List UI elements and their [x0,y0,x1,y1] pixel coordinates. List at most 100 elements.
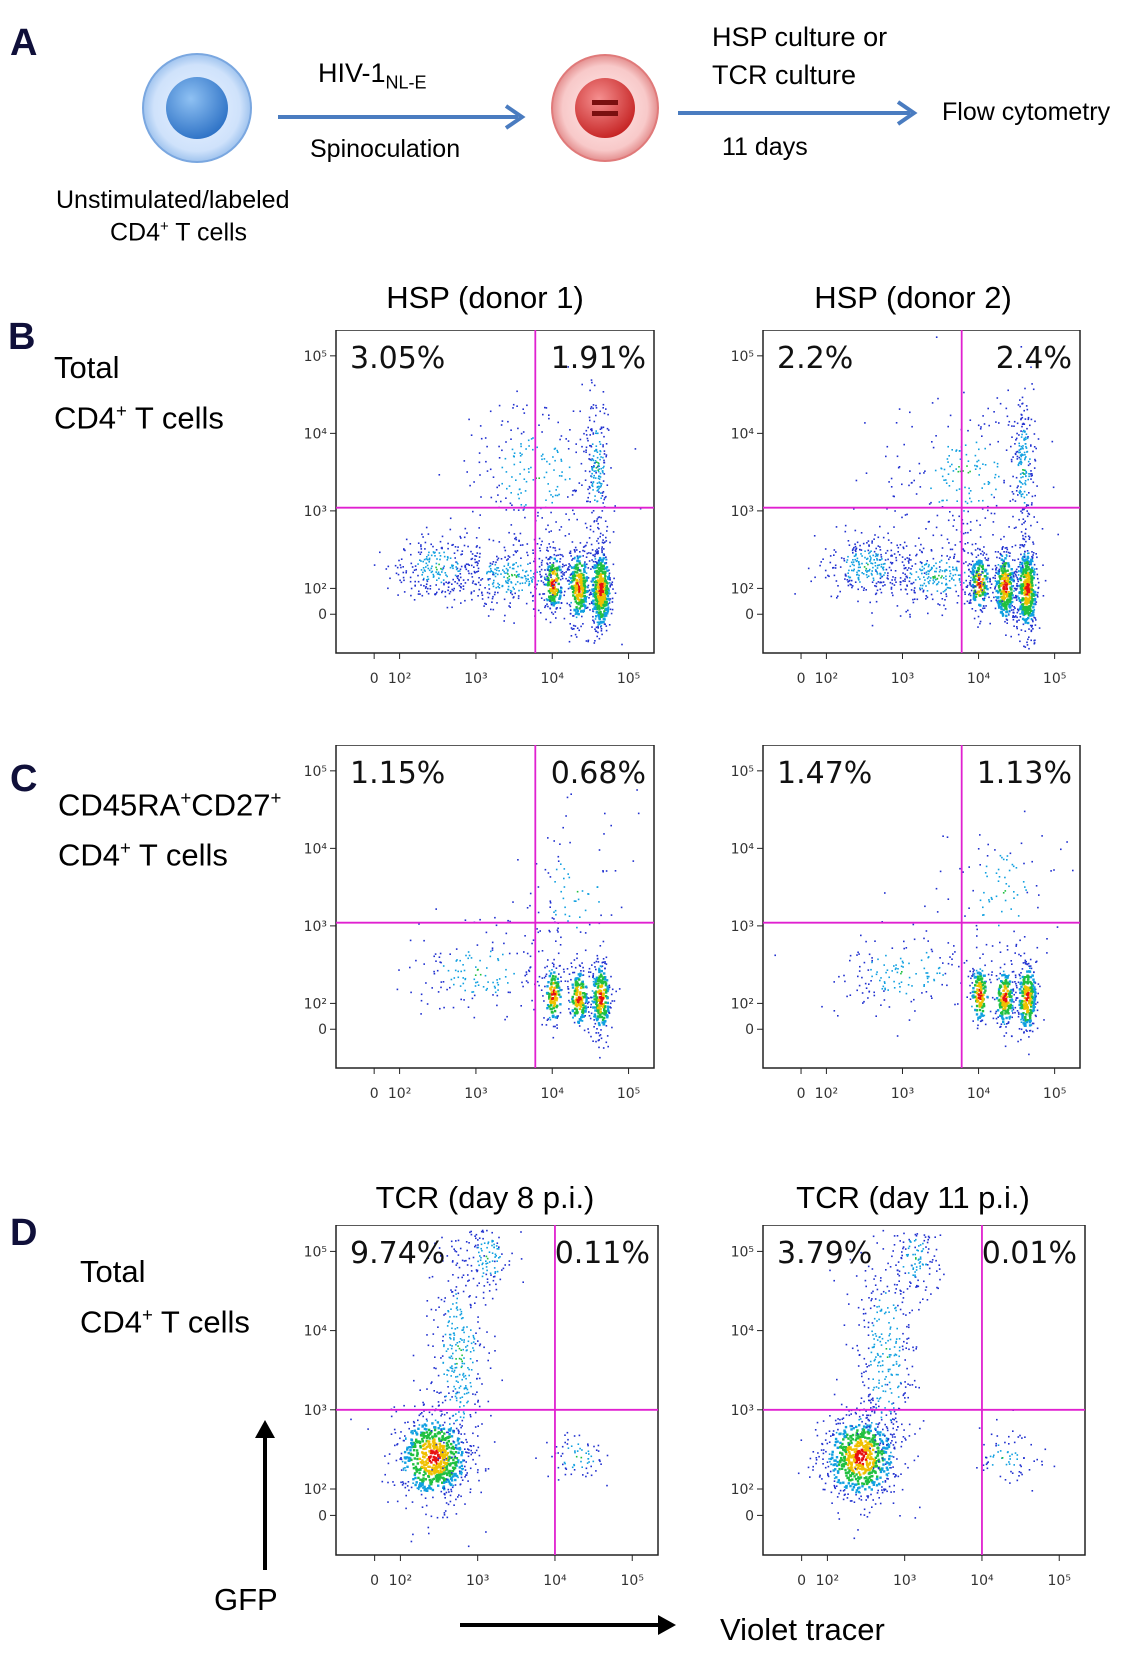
violet-axis-label: Violet tracer [720,1612,885,1647]
quadrant-upper-left-pct: 3.05% [350,341,445,376]
x-tick-label: 10⁵ [1048,1573,1071,1589]
y-tick-label: 10³ [304,504,327,520]
arrow-1-icon [278,104,526,130]
y-tick-label: 10³ [731,1403,754,1419]
readout-label: Flow cytometry [942,98,1111,126]
violet-axis-arrow-icon [460,1615,676,1635]
y-tick-label: 10⁵ [731,349,754,365]
quadrant-upper-left-pct: 1.47% [777,756,872,791]
quadrant-upper-left-pct: 9.74% [350,1236,445,1271]
y-tick-label: 0 [745,1022,754,1038]
x-tick-label: 0 [797,671,806,687]
x-tick-label: 10² [388,671,411,687]
row-c-label: CD45RA+CD27+ CD4+ T cells [58,787,282,873]
flow-plot-5: 0 0 10² 10² 10³ 10³ 10⁴ 10⁴ 10⁵ 10⁵ 9.74% 0.11% [304,1225,659,1589]
cells-label-line1: Unstimulated/labeled [56,186,290,214]
y-tick-label: 0 [318,607,327,623]
x-tick-label: 0 [797,1086,806,1102]
panel-letter-d: D [10,1212,38,1254]
x-tick-label: 0 [370,671,379,687]
culture-label-line1: HSP culture or [712,22,888,52]
arrow-2-icon [678,100,918,126]
quadrant-upper-right-pct: 0.68% [551,756,646,791]
x-tick-label: 10³ [893,1573,916,1589]
x-tick-label: 10⁵ [621,1573,644,1589]
y-tick-label: 10³ [731,504,754,520]
quadrant-upper-right-pct: 1.13% [977,756,1072,791]
panel-letter-a: A [10,22,38,64]
event-dots [774,810,1074,1056]
y-tick-label: 10² [304,581,327,597]
plot-title-tcr-day11: TCR (day 11 p.i.) [796,1180,1030,1215]
y-tick-label: 10³ [304,1403,327,1419]
x-tick-label: 10³ [464,671,487,687]
plot-frame [762,745,1081,1069]
flow-plot-4: 0 0 10² 10² 10³ 10³ 10⁴ 10⁴ 10⁵ 10⁵ 1.47% 1.13% [731,745,1081,1102]
gfp-axis-arrow-icon [255,1420,275,1570]
plot-frame [762,1225,1086,1556]
plot-frame [335,1225,659,1556]
row-d-label: Total CD4+ T cells [80,1254,250,1340]
x-tick-label: 10⁵ [1043,671,1066,687]
x-tick-label: 10² [816,1573,839,1589]
y-tick-label: 10⁴ [731,841,755,857]
event-dots [794,336,1059,650]
duration-label: 11 days [722,133,808,161]
panel-letter-c: C [10,758,38,800]
event-dots [396,789,640,1059]
quadrant-upper-right-pct: 2.4% [996,341,1072,376]
quadrant-upper-left-pct: 1.15% [350,756,445,791]
x-tick-label: 10⁴ [970,1573,994,1589]
panel-letter-b: B [8,316,36,358]
row-b-label: Total CD4+ T cells [54,350,224,436]
x-tick-label: 0 [370,1573,379,1589]
plot-title-hsp-donor2: HSP (donor 2) [814,280,1012,315]
y-tick-label: 10⁵ [304,764,327,780]
quadrant-upper-right-pct: 1.91% [551,341,646,376]
x-tick-label: 10² [389,1573,412,1589]
y-tick-label: 10⁵ [304,1244,327,1260]
y-tick-label: 10² [731,581,754,597]
plot-title-tcr-day8: TCR (day 8 p.i.) [375,1180,595,1215]
unstimulated-cell-icon [142,53,252,163]
x-tick-label: 10⁴ [967,671,991,687]
x-tick-label: 10³ [891,1086,914,1102]
y-tick-label: 10⁵ [304,349,327,365]
x-tick-label: 10² [388,1086,411,1102]
x-tick-label: 10⁵ [617,671,640,687]
flow-plot-3: 0 0 10² 10² 10³ 10³ 10⁴ 10⁴ 10⁵ 10⁵ 1.15% 0.68% [304,745,655,1102]
y-tick-label: 10⁴ [731,426,755,442]
x-tick-label: 10⁵ [1043,1086,1066,1102]
cells-label-line2: CD4+ T cells [110,218,248,247]
y-tick-label: 10² [304,1482,327,1498]
y-tick-label: 10² [304,996,327,1012]
virus-label: HIV-1NL-E [318,58,427,93]
event-dots [350,1229,609,1548]
x-tick-label: 10³ [891,671,914,687]
quadrant-upper-right-pct: 0.01% [982,1236,1077,1271]
y-tick-label: 10⁴ [304,1324,328,1340]
y-tick-label: 10³ [731,919,754,935]
plot-frame [335,745,655,1069]
plot-title-hsp-donor1: HSP (donor 1) [386,280,584,315]
x-tick-label: 10⁵ [617,1086,640,1102]
y-tick-label: 0 [318,1022,327,1038]
quadrant-upper-left-pct: 2.2% [777,341,853,376]
x-tick-label: 10³ [466,1573,489,1589]
flow-plot-2: 0 0 10² 10² 10³ 10³ 10⁴ 10⁴ 10⁵ 10⁵ 2.2% 2.4% [731,330,1081,687]
spinoculation-label: Spinoculation [310,135,461,163]
culture-label-line2: TCR culture [712,60,857,90]
y-tick-label: 10⁴ [304,841,328,857]
infected-cell-icon [551,54,659,162]
x-tick-label: 10² [815,671,838,687]
x-tick-label: 0 [797,1573,806,1589]
y-tick-label: 10⁴ [731,1324,755,1340]
y-tick-label: 10³ [304,919,327,935]
flow-plot-6: 0 0 10² 10² 10³ 10³ 10⁴ 10⁴ 10⁵ 10⁵ 3.79% 0.01% [731,1225,1086,1589]
workflow-schematic [142,53,918,163]
x-tick-label: 10⁴ [541,1086,565,1102]
event-dots [797,1229,1056,1540]
y-tick-label: 10⁵ [731,1244,754,1260]
y-tick-label: 10² [731,1482,754,1498]
event-dots [373,365,642,646]
